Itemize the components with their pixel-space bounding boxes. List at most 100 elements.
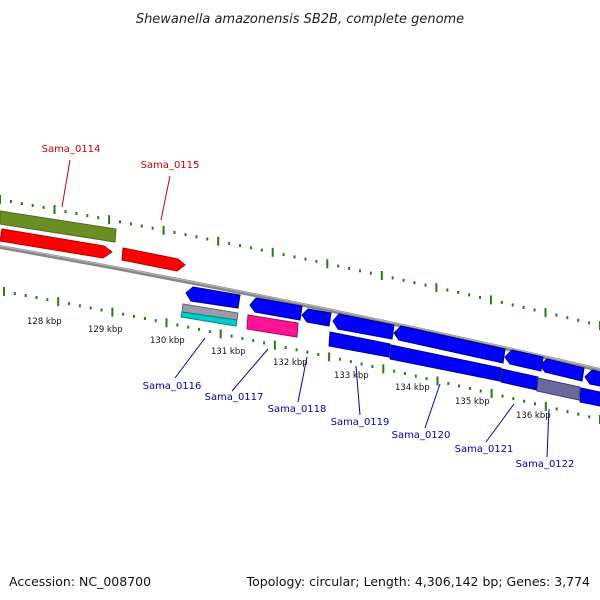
- major-tick: [3, 287, 5, 296]
- gene-label-sama-0115[interactable]: Sama_0115: [141, 160, 200, 171]
- major-tick: [489, 295, 492, 305]
- label-connectors: [61, 159, 550, 458]
- minor-tick: [151, 226, 154, 230]
- gene-sama-0120-feature[interactable]: [389, 344, 502, 382]
- minor-tick: [577, 412, 580, 416]
- minor-tick: [129, 222, 132, 226]
- minor-tick: [371, 364, 374, 368]
- major-tick: [490, 389, 493, 398]
- minor-tick: [501, 394, 504, 398]
- gene-sama-0118-arrow[interactable]: [301, 308, 332, 327]
- gene-label-sama-0118[interactable]: Sama_0118: [268, 404, 327, 415]
- minor-tick: [446, 288, 449, 292]
- minor-tick: [391, 276, 394, 280]
- minor-tick: [133, 314, 135, 318]
- gene-label-sama-0120[interactable]: Sama_0120: [392, 430, 451, 441]
- gene-labels: Sama_0114 Sama_0115 Sama_0116 Sama_0117 …: [42, 144, 575, 470]
- gene-label-sama-0114[interactable]: Sama_0114: [42, 144, 101, 155]
- minor-tick: [306, 350, 309, 354]
- minor-tick: [140, 224, 143, 228]
- topology-label: Topology: circular; Length: 4,306,142 bp…: [246, 574, 590, 589]
- gene-sama-0120-arrow[interactable]: [393, 325, 506, 364]
- minor-tick: [46, 298, 49, 302]
- map-title: Shewanella amazonensis SB2B, complete ge…: [136, 12, 464, 27]
- major-tick: [0, 195, 1, 204]
- gene-label-sama-0121[interactable]: Sama_0121: [455, 444, 514, 455]
- scale-labels: 128 kbp 129 kbp 130 kbp 131 kbp 132 kbp …: [27, 317, 551, 421]
- minor-tick: [338, 357, 341, 361]
- tick-marks: [0, 195, 600, 424]
- minor-tick: [187, 325, 190, 329]
- next-gene-feature[interactable]: [579, 387, 600, 407]
- gene-sama-0121-feature[interactable]: [500, 368, 539, 391]
- olive-feature[interactable]: [0, 210, 117, 243]
- minor-tick: [293, 255, 296, 259]
- kbp-label: 136 kbp: [516, 411, 551, 421]
- kbp-label: 134 kbp: [395, 383, 430, 393]
- minor-tick: [349, 360, 352, 364]
- minor-tick: [64, 210, 67, 213]
- major-tick: [111, 307, 114, 317]
- minor-tick: [295, 348, 298, 352]
- minor-tick: [393, 369, 396, 373]
- minor-tick: [424, 283, 427, 287]
- major-tick: [380, 271, 383, 280]
- minor-tick: [457, 291, 460, 294]
- gene-sama-0122-arrow[interactable]: [539, 358, 585, 382]
- kbp-label: 132 kbp: [273, 358, 308, 368]
- minor-tick: [230, 334, 233, 338]
- minor-tick: [173, 230, 176, 234]
- kbp-label: 133 kbp: [334, 371, 369, 381]
- gene-sama-0117-feature[interactable]: [246, 314, 299, 338]
- minor-tick: [402, 278, 405, 282]
- minor-tick: [500, 300, 503, 304]
- gene-sama-0116-arrow[interactable]: [185, 286, 241, 309]
- minor-tick: [534, 402, 536, 406]
- major-tick: [217, 236, 220, 246]
- gene-sama-0117-arrow[interactable]: [249, 297, 303, 321]
- minor-tick: [42, 205, 45, 209]
- minor-tick: [198, 327, 201, 331]
- gene-label-sama-0116[interactable]: Sama_0116: [143, 381, 202, 392]
- minor-tick: [577, 318, 580, 322]
- next-gene-arrow[interactable]: [584, 369, 600, 387]
- gene-label-sama-0119[interactable]: Sama_0119: [331, 417, 390, 428]
- minor-tick: [97, 216, 100, 220]
- accession-label: Accession: NC_008700: [9, 574, 151, 589]
- minor-tick: [252, 339, 255, 343]
- gene-sama-0119-arrow[interactable]: [332, 313, 395, 340]
- gene-sama-0119-feature[interactable]: [328, 331, 391, 358]
- minor-tick: [479, 295, 481, 299]
- major-tick: [108, 215, 111, 225]
- minor-tick: [119, 220, 121, 224]
- minor-tick: [414, 374, 417, 378]
- minor-tick: [359, 269, 361, 273]
- minor-tick: [176, 323, 179, 327]
- gene-sama-0122-feature[interactable]: [536, 377, 581, 401]
- gene-sama-0115-arrow[interactable]: [121, 247, 186, 272]
- minor-tick: [260, 248, 263, 252]
- gene-sama-0114-arrow[interactable]: [0, 228, 113, 259]
- gene-label-sama-0117[interactable]: Sama_0117: [205, 392, 264, 403]
- minor-tick: [533, 308, 536, 312]
- major-tick: [165, 318, 168, 328]
- minor-tick: [195, 235, 198, 239]
- minor-tick: [588, 415, 591, 419]
- minor-tick: [555, 407, 558, 411]
- gene-sama-0121-arrow[interactable]: [504, 349, 544, 372]
- minor-tick: [469, 387, 471, 390]
- minor-tick: [360, 362, 363, 366]
- minor-tick: [206, 237, 209, 241]
- gene-sama-0116-feature[interactable]: [180, 311, 238, 327]
- minor-tick: [588, 321, 591, 325]
- minor-tick: [523, 399, 526, 403]
- major-tick: [273, 340, 276, 350]
- kbp-label: 129 kbp: [88, 325, 123, 335]
- minor-tick: [35, 296, 38, 300]
- gene-label-sama-0122[interactable]: Sama_0122: [516, 459, 575, 470]
- kbp-label: 135 kbp: [455, 397, 490, 407]
- minor-tick: [241, 336, 244, 340]
- major-tick: [544, 401, 547, 411]
- major-tick: [544, 308, 547, 318]
- minor-tick: [78, 304, 81, 308]
